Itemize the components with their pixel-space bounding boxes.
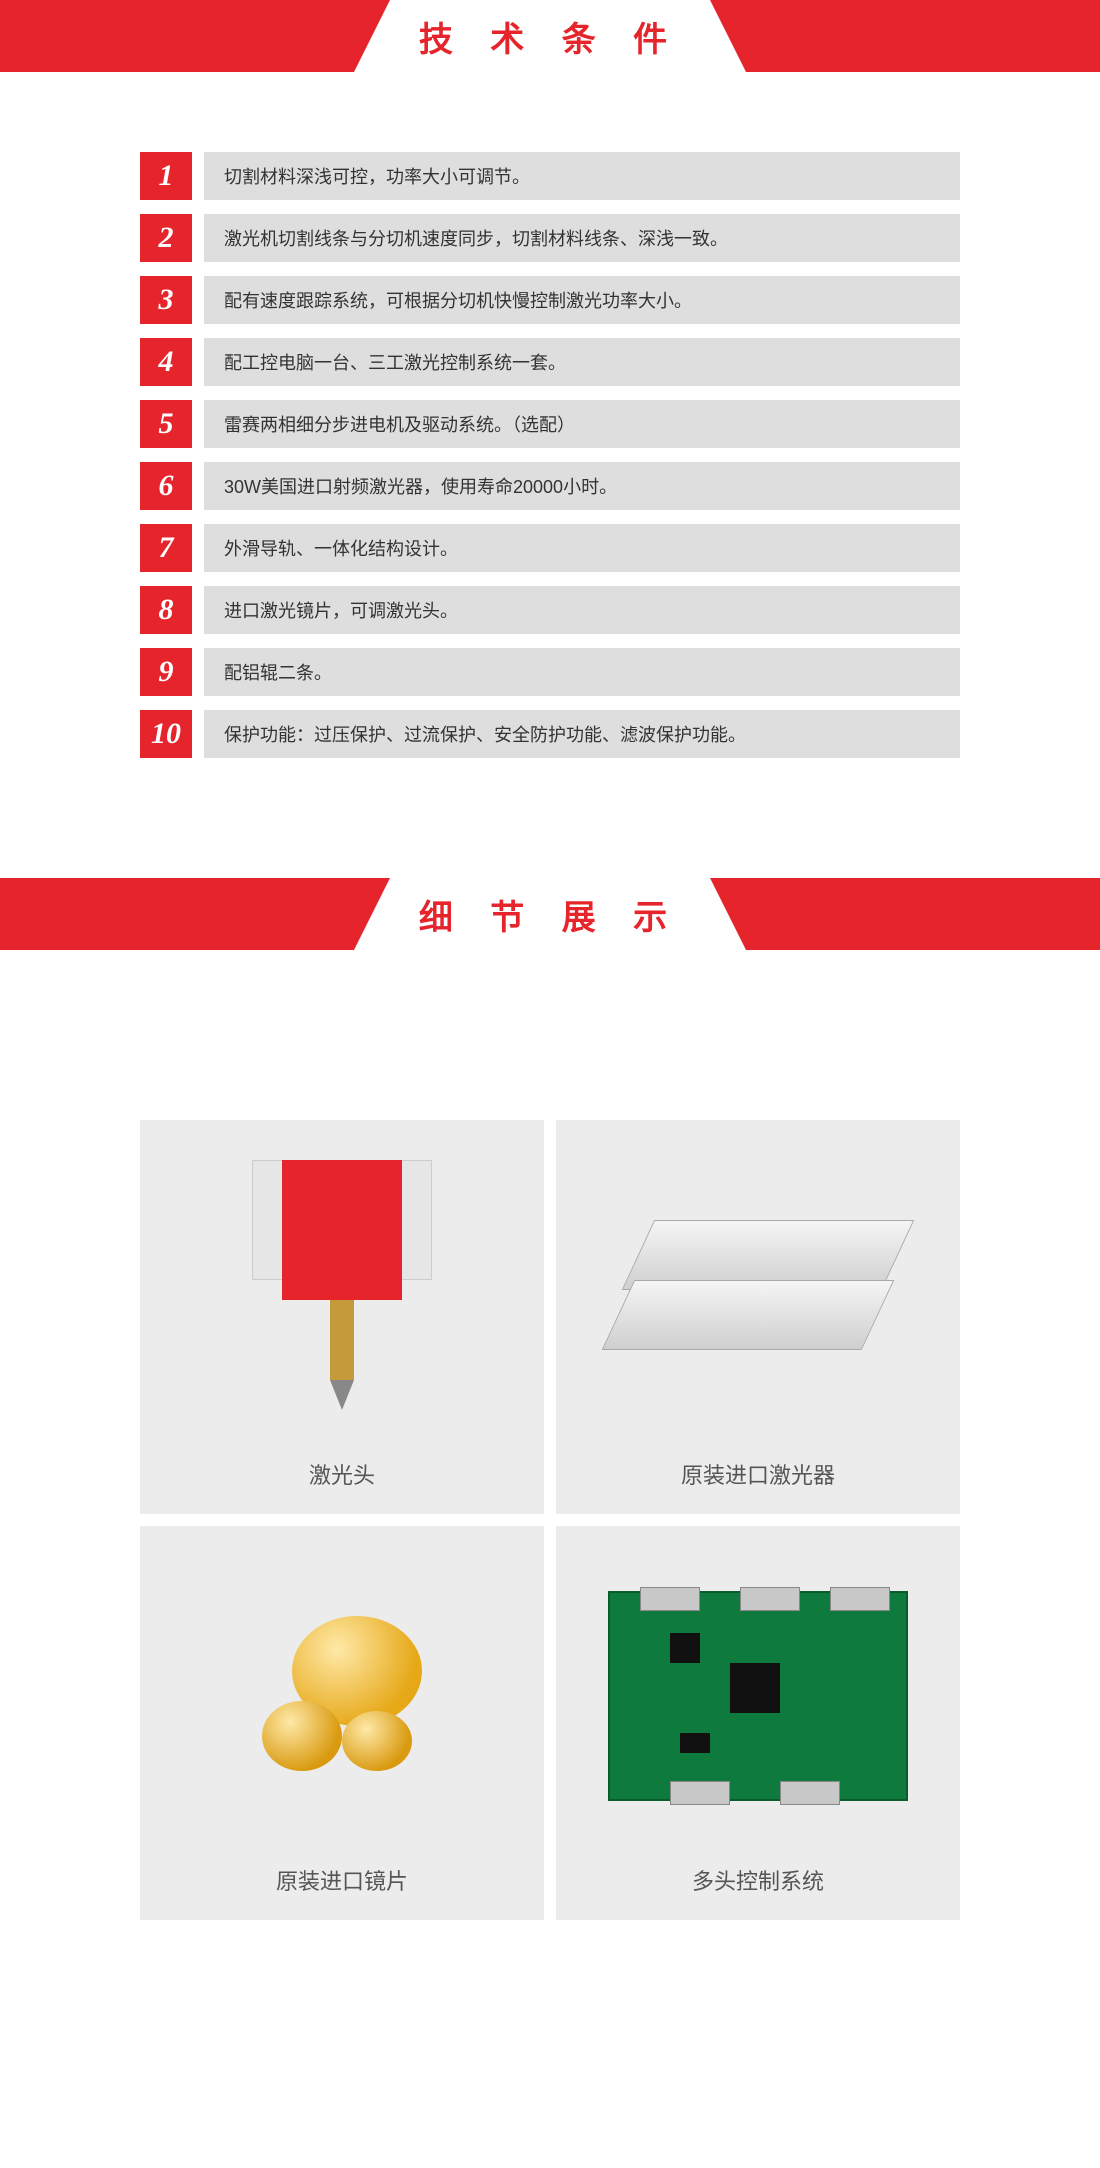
section-banner-tech: 技 术 条 件 bbox=[0, 0, 1100, 72]
spec-row: 9配铝辊二条。 bbox=[140, 648, 960, 696]
detail-card: 激光头 bbox=[140, 1120, 544, 1514]
spec-row: 7外滑导轨、一体化结构设计。 bbox=[140, 524, 960, 572]
spec-text: 雷赛两相细分步进电机及驱动系统。（选配） bbox=[204, 400, 960, 448]
detail-card: 原装进口镜片 bbox=[140, 1526, 544, 1920]
spec-text: 切割材料深浅可控，功率大小可调节。 bbox=[204, 152, 960, 200]
spec-number: 1 bbox=[140, 152, 192, 200]
spec-text: 30W美国进口射频激光器，使用寿命20000小时。 bbox=[204, 462, 960, 510]
spec-number: 5 bbox=[140, 400, 192, 448]
spec-number: 7 bbox=[140, 524, 192, 572]
detail-label: 激光头 bbox=[309, 1458, 375, 1490]
section-banner-detail: 细 节 展 示 bbox=[0, 878, 1100, 950]
banner-tab: 技 术 条 件 bbox=[390, 0, 710, 72]
spec-number: 2 bbox=[140, 214, 192, 262]
spec-text: 配有速度跟踪系统，可根据分切机快慢控制激光功率大小。 bbox=[204, 276, 960, 324]
spec-text: 激光机切割线条与分切机速度同步，切割材料线条、深浅一致。 bbox=[204, 214, 960, 262]
spec-list: 1切割材料深浅可控，功率大小可调节。2激光机切割线条与分切机速度同步，切割材料线… bbox=[140, 152, 960, 758]
spec-number: 9 bbox=[140, 648, 192, 696]
detail-grid-wrap: 激光头 原装进口激光器原装进口镜片 多头控制系统 bbox=[0, 1030, 1100, 1980]
spec-row: 630W美国进口射频激光器，使用寿命20000小时。 bbox=[140, 462, 960, 510]
banner-title-tech: 技 术 条 件 bbox=[419, 12, 681, 61]
spec-row: 1切割材料深浅可控，功率大小可调节。 bbox=[140, 152, 960, 200]
spec-row: 5雷赛两相细分步进电机及驱动系统。（选配） bbox=[140, 400, 960, 448]
detail-label: 多头控制系统 bbox=[692, 1864, 824, 1896]
spec-row: 8进口激光镜片，可调激光头。 bbox=[140, 586, 960, 634]
spec-text: 配工控电脑一台、三工激光控制系统一套。 bbox=[204, 338, 960, 386]
spec-row: 3配有速度跟踪系统，可根据分切机快慢控制激光功率大小。 bbox=[140, 276, 960, 324]
detail-grid: 激光头 原装进口激光器原装进口镜片 多头控制系统 bbox=[140, 1120, 960, 1920]
spec-row: 4配工控电脑一台、三工激光控制系统一套。 bbox=[140, 338, 960, 386]
detail-label: 原装进口激光器 bbox=[681, 1458, 835, 1490]
detail-image bbox=[160, 1150, 524, 1430]
banner-title-detail: 细 节 展 示 bbox=[419, 890, 681, 939]
detail-card: 原装进口激光器 bbox=[556, 1120, 960, 1514]
spec-row: 10保护功能：过压保护、过流保护、安全防护功能、滤波保护功能。 bbox=[140, 710, 960, 758]
detail-image bbox=[576, 1150, 940, 1430]
spec-text: 外滑导轨、一体化结构设计。 bbox=[204, 524, 960, 572]
spec-number: 3 bbox=[140, 276, 192, 324]
detail-image bbox=[576, 1556, 940, 1836]
spec-text: 保护功能：过压保护、过流保护、安全防护功能、滤波保护功能。 bbox=[204, 710, 960, 758]
spec-row: 2激光机切割线条与分切机速度同步，切割材料线条、深浅一致。 bbox=[140, 214, 960, 262]
spec-text: 配铝辊二条。 bbox=[204, 648, 960, 696]
detail-card: 多头控制系统 bbox=[556, 1526, 960, 1920]
banner-tab: 细 节 展 示 bbox=[390, 878, 710, 950]
detail-label: 原装进口镜片 bbox=[276, 1864, 408, 1896]
spec-number: 8 bbox=[140, 586, 192, 634]
spec-number: 6 bbox=[140, 462, 192, 510]
spec-number: 10 bbox=[140, 710, 192, 758]
spec-number: 4 bbox=[140, 338, 192, 386]
detail-image bbox=[160, 1556, 524, 1836]
spec-text: 进口激光镜片，可调激光头。 bbox=[204, 586, 960, 634]
